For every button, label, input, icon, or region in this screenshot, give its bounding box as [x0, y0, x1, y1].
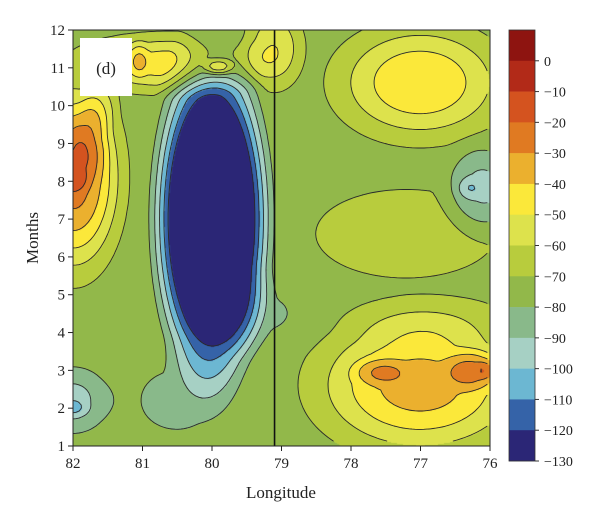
colorbar-swatch — [509, 91, 535, 123]
colorbar-swatch — [509, 337, 535, 369]
y-axis-title: Months — [23, 212, 42, 264]
colorbar-label: −120 — [544, 424, 573, 439]
x-axis: 82 81 80 79 78 77 76 — [66, 446, 499, 472]
y-tick-label: 3 — [58, 363, 66, 379]
y-tick-label: 6 — [58, 250, 66, 266]
contour-line — [167, 93, 256, 347]
contour-line — [73, 81, 476, 414]
panel-label-box: (d) — [80, 38, 132, 96]
colorbar-label: −30 — [544, 147, 566, 162]
colorbar-swatch — [509, 276, 535, 308]
contour-field — [73, 30, 490, 446]
colorbar-label: −100 — [544, 363, 573, 378]
colorbar-label: −90 — [544, 332, 566, 347]
y-tick-label: 12 — [50, 23, 65, 39]
y-tick-label: 5 — [58, 288, 66, 304]
colorbar-label: −50 — [544, 209, 566, 224]
x-tick-label: 80 — [205, 456, 220, 472]
colorbar-swatch — [509, 60, 535, 92]
x-tick-label: 81 — [135, 456, 150, 472]
x-tick-label: 79 — [274, 456, 289, 472]
y-tick-label: 2 — [58, 401, 66, 417]
contour-line — [163, 87, 260, 361]
colorbar-swatch — [509, 399, 535, 431]
plot-area — [72, 29, 491, 447]
y-tick-label: 4 — [58, 326, 66, 342]
colorbar-swatch — [509, 122, 535, 154]
x-axis-title: Longitude — [246, 483, 316, 502]
colorbar-swatch — [509, 307, 535, 339]
contour-line — [73, 142, 482, 373]
y-tick-label: 9 — [58, 136, 66, 152]
colorbar: 0 −10 −20 −30 −40 −50 −60 −70 −80 −90 −100 −110 −120… — [508, 29, 573, 470]
contour-line — [73, 124, 488, 384]
panel-label: (d) — [96, 59, 116, 78]
colorbar-swatch — [509, 430, 535, 462]
colorbar-swatch — [509, 153, 535, 185]
y-tick-label: 10 — [50, 99, 65, 115]
contour-line — [73, 30, 488, 442]
y-tick-label: 8 — [58, 174, 66, 190]
y-tick-label: 7 — [58, 212, 66, 228]
colorbar-swatch — [509, 368, 535, 400]
x-tick-label: 82 — [66, 456, 81, 472]
x-tick-label: 76 — [483, 456, 499, 472]
colorbar-label: −60 — [544, 240, 566, 255]
x-tick-label: 77 — [413, 456, 429, 472]
colorbar-label: −10 — [544, 86, 566, 101]
contour-line — [73, 30, 488, 442]
colorbar-label: −130 — [544, 455, 573, 470]
y-tick-label: 1 — [58, 439, 66, 455]
colorbar-label: −70 — [544, 270, 566, 285]
panel-label-background — [80, 38, 132, 96]
colorbar-swatch — [509, 30, 535, 62]
colorbar-label: 0 — [544, 55, 551, 70]
y-tick-label: 11 — [51, 61, 65, 77]
x-tick-label: 78 — [344, 456, 359, 472]
colorbar-label: −80 — [544, 301, 566, 316]
colorbar-swatch — [509, 214, 535, 246]
colorbar-label: −20 — [544, 116, 566, 131]
colorbar-label: −110 — [544, 393, 572, 408]
colorbar-swatch — [509, 183, 535, 216]
colorbar-swatch — [509, 245, 535, 277]
colorbar-label: −40 — [544, 178, 566, 193]
contour-line — [73, 53, 488, 412]
contour-lines — [73, 30, 488, 442]
contour-line — [73, 76, 488, 420]
